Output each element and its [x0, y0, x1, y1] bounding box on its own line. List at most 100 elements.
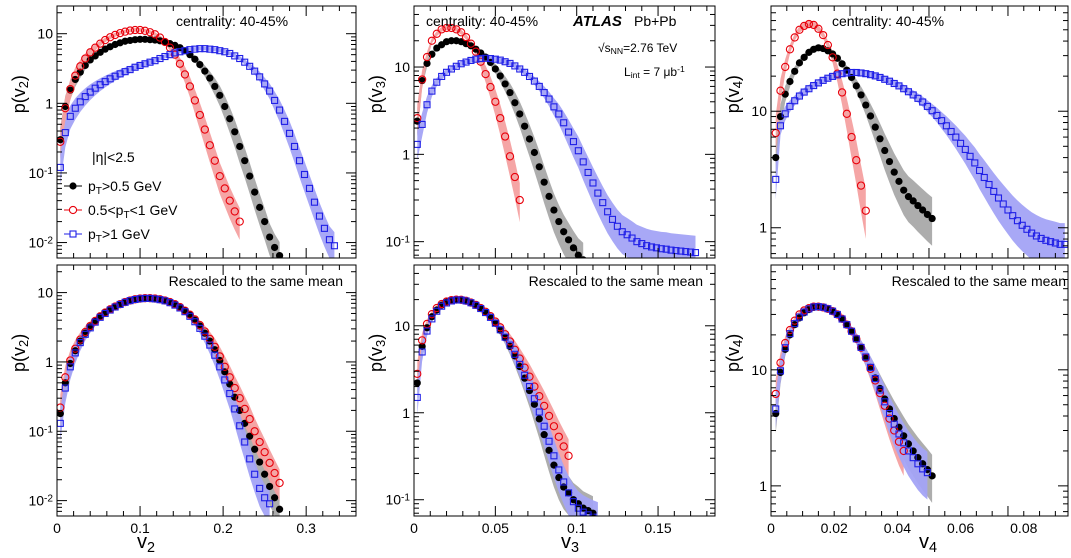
- data-point: [66, 84, 75, 94]
- x-axis-label-part: v: [561, 531, 571, 553]
- data-point: [210, 342, 219, 352]
- y-tick-label-part: 1: [759, 478, 767, 494]
- data-point: [71, 71, 80, 80]
- data-point: [115, 28, 125, 38]
- x-tick-label-part: 0.3: [296, 520, 316, 536]
- data-point: [216, 47, 224, 55]
- data-point: [130, 25, 140, 35]
- systematic-band-0: [417, 38, 584, 258]
- data-point: [569, 498, 577, 506]
- legend-header: |η|<2.5: [92, 149, 135, 165]
- data-point: [540, 422, 548, 430]
- data-point: [457, 28, 466, 37]
- data-point: [81, 54, 90, 63]
- data-point: [246, 432, 254, 440]
- y-tick-label: 10-2: [28, 235, 53, 251]
- x-tick-label-part: 0: [53, 520, 61, 536]
- y-axis-label-part: p(v: [723, 88, 743, 113]
- data-point: [472, 45, 480, 53]
- legend-label-part: T: [123, 210, 129, 221]
- data-point: [545, 437, 553, 445]
- y-tick-label-part: 10: [28, 423, 44, 439]
- data-point: [525, 372, 534, 381]
- y-axis-label-part: 2: [16, 340, 31, 347]
- data-point: [814, 302, 823, 311]
- data-point: [1056, 240, 1064, 248]
- data-point: [781, 338, 790, 348]
- plot-frame: [770, 264, 1069, 517]
- data-point: [325, 236, 333, 244]
- data-point: [161, 297, 169, 305]
- data-point: [909, 197, 917, 205]
- plot-frame: [413, 5, 716, 259]
- data-point: [221, 376, 229, 384]
- data-point: [914, 94, 922, 102]
- data-point: [819, 76, 827, 84]
- data-point: [195, 110, 205, 120]
- data-point: [417, 75, 427, 84]
- data-point: [305, 184, 314, 192]
- data-point: [76, 62, 85, 71]
- data-point: [266, 482, 274, 491]
- data-point: [928, 107, 936, 115]
- y-tick-label: 10: [751, 103, 767, 119]
- data-point: [786, 77, 794, 86]
- data-point: [432, 303, 441, 313]
- y-tick-label: 10: [394, 318, 410, 334]
- data-point: [216, 363, 224, 371]
- data-point: [861, 206, 870, 215]
- data-point: [166, 51, 174, 59]
- data-point: [255, 437, 264, 447]
- data-point: [530, 400, 539, 408]
- data-point: [919, 206, 927, 214]
- data-point: [516, 110, 524, 118]
- data-point: [482, 54, 490, 62]
- data-point: [191, 318, 199, 326]
- data-point: [251, 445, 259, 453]
- data-point: [772, 175, 780, 183]
- x-axis-label-part: 4: [929, 540, 937, 556]
- panel-annotation-part: Rescaled to the same mean: [169, 273, 343, 289]
- data-point: [1013, 217, 1021, 225]
- data-point: [847, 132, 856, 142]
- data-point: [140, 26, 150, 35]
- data-point: [574, 504, 582, 512]
- luminosity-label-part: L: [624, 65, 631, 79]
- energy-label: √sNN=2.76 TeV: [598, 41, 677, 56]
- data-point: [230, 207, 239, 216]
- y-tick-label-part: 10: [385, 492, 401, 508]
- y-tick-label: 10-1: [28, 423, 53, 439]
- y-axis-label-part: 2: [16, 81, 31, 88]
- panel-annotation: Rescaled to the same mean: [169, 273, 343, 289]
- data-point: [216, 91, 224, 99]
- data-point: [999, 200, 1007, 208]
- plot-area: [57, 294, 284, 516]
- y-axis-label-part: p(v: [366, 88, 386, 113]
- y-tick-label-part: 10: [751, 362, 767, 378]
- data-point: [880, 401, 889, 410]
- data-point: [871, 374, 879, 382]
- data-point: [833, 71, 841, 79]
- data-point: [823, 40, 833, 50]
- y-tick-label-part: 10: [751, 103, 767, 119]
- data-point: [225, 196, 234, 205]
- data-point: [540, 431, 548, 439]
- data-point: [852, 334, 861, 343]
- data-point: [496, 56, 504, 64]
- data-point: [564, 489, 573, 497]
- data-point: [496, 326, 504, 334]
- data-point: [226, 389, 234, 398]
- data-point: [550, 103, 558, 111]
- legend-label-part: <1 GeV: [130, 202, 179, 218]
- data-point: [677, 247, 685, 255]
- data-point: [919, 98, 927, 106]
- data-point: [550, 461, 558, 469]
- data-point: [800, 306, 809, 315]
- data-point: [1047, 238, 1055, 246]
- data-point: [71, 344, 80, 353]
- y-tick-label: 1: [402, 405, 410, 421]
- data-point: [496, 113, 505, 123]
- y-tick-label: 10: [394, 59, 410, 75]
- data-point: [466, 39, 476, 48]
